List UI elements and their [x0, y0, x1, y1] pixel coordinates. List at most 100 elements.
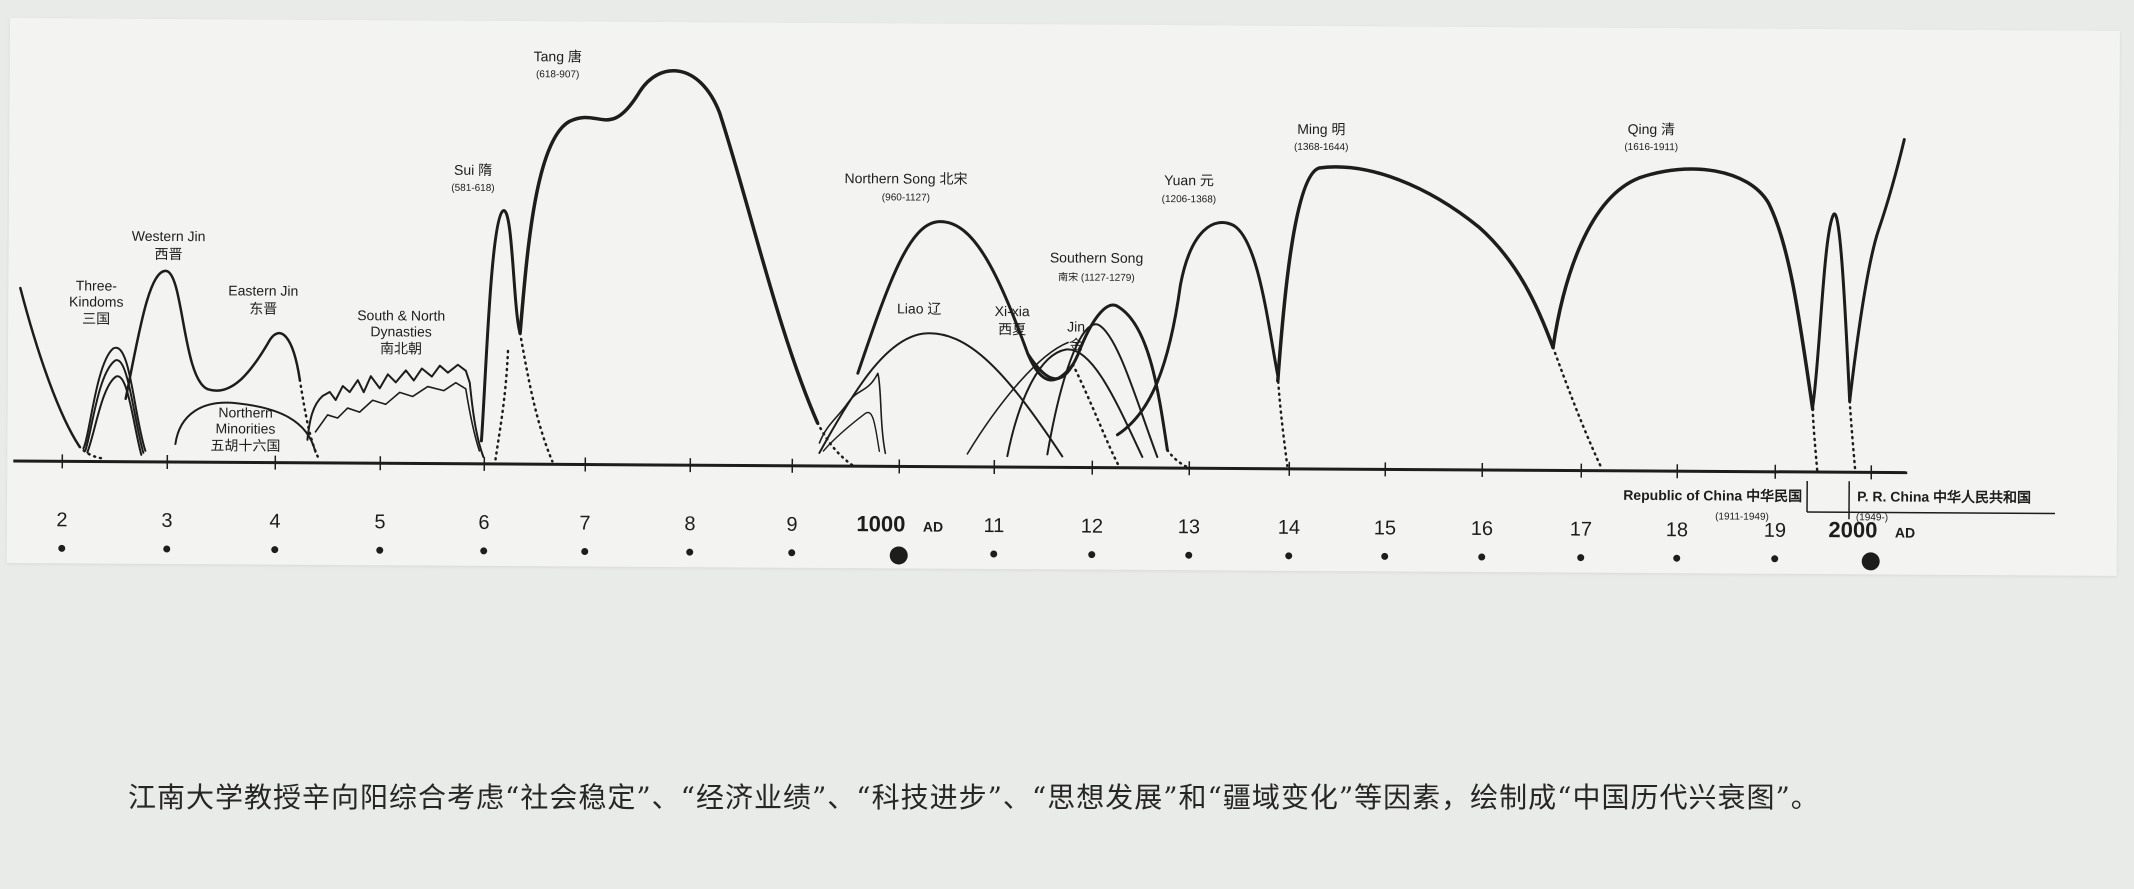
svg-text:(1616-1911): (1616-1911) — [1624, 142, 1678, 153]
svg-text:Western Jin: Western Jin — [132, 228, 206, 244]
axis-tick-dot — [1185, 551, 1193, 559]
curve-western-jin — [124, 269, 302, 400]
axis-ad-suffix: AD — [1895, 525, 1915, 541]
label-tang: Tang 唐 (618-907) — [534, 48, 582, 80]
axis-tick-label: 2000 — [1828, 517, 1877, 542]
svg-text:(618-907): (618-907) — [536, 69, 579, 80]
svg-text:西晋: 西晋 — [155, 246, 183, 262]
label-liao: Liao 辽 — [897, 300, 941, 316]
curve-sui — [479, 209, 522, 443]
svg-text:(1949-): (1949-) — [1856, 512, 1888, 523]
axis-tick-label: 6 — [478, 512, 489, 534]
svg-text:西夏: 西夏 — [998, 321, 1026, 337]
svg-text:(1206-1368): (1206-1368) — [1162, 194, 1217, 205]
curve-republic — [1811, 212, 1852, 409]
curve-yuan — [1115, 221, 1280, 437]
curve-northern-song — [856, 220, 1075, 382]
svg-text:Minorities: Minorities — [215, 420, 275, 436]
svg-text:东晋: 东晋 — [249, 300, 277, 316]
dots-ss — [1166, 448, 1189, 469]
svg-text:(581-618): (581-618) — [451, 183, 494, 194]
svg-text:Sui 隋: Sui 隋 — [454, 162, 492, 178]
label-sui: Sui 隋 (581-618) — [451, 162, 494, 194]
dots-ming — [1551, 346, 1604, 471]
axis-tick-label: 14 — [1278, 517, 1300, 539]
curve-jin-b — [966, 341, 1069, 455]
curve-three-kingdoms-3 — [86, 375, 143, 456]
curve-jin — [1046, 323, 1159, 459]
axis-tick-label: 16 — [1471, 518, 1493, 540]
svg-text:Three-: Three- — [76, 277, 118, 293]
label-republic: Republic of China 中华民国 (1911-1949) — [1623, 487, 1802, 523]
curve-five-dynasties — [818, 372, 887, 455]
svg-text:Northern: Northern — [218, 404, 273, 420]
axis-tick-label: 7 — [579, 512, 590, 534]
curve-five-dynasties-b — [822, 411, 881, 453]
axis-tick-dot — [788, 549, 796, 557]
curve-ming — [1276, 165, 1555, 383]
axis-tick-label: 15 — [1374, 517, 1396, 539]
dots-qing — [1811, 407, 1819, 473]
axis-tick-dot — [1861, 552, 1880, 571]
svg-text:Jin: Jin — [1067, 318, 1085, 334]
axis-tick-dot — [990, 550, 998, 558]
curve-northern-minorities — [174, 401, 317, 453]
svg-text:三国: 三国 — [82, 310, 110, 326]
dots-ns — [1071, 363, 1121, 469]
svg-text:五胡十六国: 五胡十六国 — [210, 437, 280, 453]
svg-text:South & North: South & North — [357, 307, 445, 324]
dots-prc — [1848, 399, 1857, 473]
svg-text:Xi-xia: Xi-xia — [995, 303, 1030, 319]
curve-three-kingdoms-1 — [82, 346, 147, 452]
svg-text:Ming 明: Ming 明 — [1297, 121, 1345, 137]
label-southern-song: Southern Song 南宋 (1127-1279) — [1050, 249, 1144, 284]
curve-tang — [518, 69, 820, 425]
rise-and-fall-chart: 2 3 4 5 6 7 8 9 1000 AD 11 12 13 14 15 16 17 18 19 2000 AD T… — [13, 48, 2056, 571]
axis-tick-dot — [163, 545, 171, 553]
curve-qing — [1551, 167, 1815, 411]
dots-tang — [816, 421, 854, 467]
axis-tick-label: 5 — [374, 511, 385, 533]
svg-text:P. R. China 中华人民共和国: P. R. China 中华人民共和国 — [1857, 488, 2031, 505]
axis-tick-dot — [1577, 554, 1585, 562]
svg-text:(1911-1949): (1911-1949) — [1715, 511, 1769, 522]
axis-ticks: 2 3 4 5 6 7 8 9 1000 AD 11 12 13 14 15 16 17 18 19 2000 AD — [56, 454, 1915, 571]
curve-south-north — [306, 363, 485, 458]
axis-tick-dot — [1088, 551, 1096, 559]
axis-tick-dot — [1381, 552, 1389, 560]
axis-tick-dot — [271, 546, 279, 554]
axis-tick-label: 13 — [1178, 516, 1200, 538]
svg-text:Southern Song: Southern Song — [1050, 249, 1144, 266]
svg-text:Qing 清: Qing 清 — [1628, 121, 1676, 137]
curve-prc — [1848, 138, 1906, 403]
axis-tick-dot — [480, 547, 488, 555]
axis-tick-label: 9 — [786, 514, 797, 536]
svg-text:Yuan 元: Yuan 元 — [1164, 172, 1214, 188]
svg-text:Liao 辽: Liao 辽 — [897, 300, 941, 316]
axis-tick-label: 4 — [269, 511, 280, 533]
axis-tick-dot — [889, 546, 908, 565]
svg-text:(1368-1644): (1368-1644) — [1294, 142, 1349, 153]
axis-tick-label: 12 — [1081, 516, 1103, 538]
axis-tick-dot — [58, 544, 66, 552]
curve-xi-xia — [1006, 348, 1144, 458]
axis-tick-label: 1000 — [856, 511, 905, 536]
label-prc: P. R. China 中华人民共和国 (1949-) — [1856, 488, 2031, 523]
svg-text:南宋 (1127-1279): 南宋 (1127-1279) — [1058, 270, 1135, 283]
curve-liao — [818, 332, 1064, 458]
dots-sui-b — [494, 349, 510, 463]
axis-tick-label: 11 — [983, 515, 1004, 537]
label-jin: Jin 金 — [1067, 318, 1085, 352]
dots-sui — [518, 331, 554, 463]
label-eastern-jin: Eastern Jin 东晋 — [228, 282, 298, 316]
axis-tick-dot — [1285, 552, 1293, 560]
curve-southern-song — [1026, 303, 1169, 452]
svg-text:Tang 唐: Tang 唐 — [534, 48, 582, 64]
axis-tick-dot — [686, 548, 694, 556]
label-western-jin: Western Jin 西晋 — [132, 228, 206, 262]
svg-text:Kindoms: Kindoms — [69, 293, 124, 309]
dots-three-kingdoms — [78, 445, 105, 460]
curve-han-tail — [19, 286, 81, 448]
label-ming: Ming 明 (1368-1644) — [1294, 121, 1349, 153]
